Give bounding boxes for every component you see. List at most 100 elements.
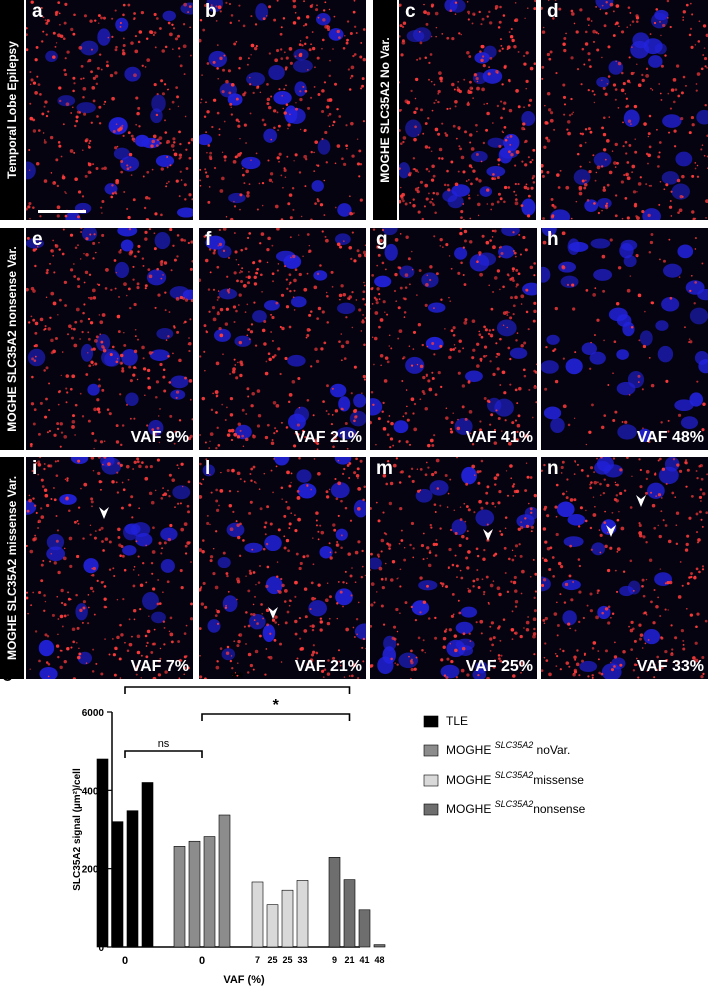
- legend-entry: MOGHE SLC35A2 noVar.: [446, 740, 570, 757]
- panel-b: b: [199, 0, 366, 220]
- y-tick-label: 6000: [82, 708, 105, 719]
- y-axis-label: SLC35A2 signal (µm²)/cell: [72, 768, 83, 891]
- vaf-label-e: VAF 9%: [130, 429, 189, 446]
- bar: [251, 881, 264, 948]
- significance-label: ns: [158, 738, 170, 750]
- panel-a: a: [26, 0, 193, 220]
- micrograph-g: [370, 228, 537, 449]
- panel-l: l VAF 21%: [199, 457, 366, 679]
- bar: [373, 944, 386, 948]
- panel-letter-b: b: [205, 1, 217, 22]
- panel-letter-a: a: [32, 1, 43, 22]
- significance-label: *: [273, 697, 280, 714]
- scale-bar: [38, 210, 86, 213]
- x-tick-label: 0: [122, 955, 128, 967]
- row-label-novar-text: MOGHE SLC35A2 No Var.: [378, 37, 392, 183]
- bar: [218, 814, 231, 948]
- bar: [328, 857, 341, 948]
- panel-n: n VAF 33%: [541, 457, 708, 679]
- row-label-tle-text: Temporal Lobe Epilepsy: [5, 41, 19, 179]
- panel-letter-f: f: [205, 229, 212, 250]
- x-tick-label: 33: [297, 955, 307, 965]
- significance-bracket: [201, 713, 351, 721]
- arrowhead-icon: [99, 507, 109, 519]
- bar: [358, 909, 371, 948]
- micrograph-n: [541, 457, 708, 679]
- panel-i: i VAF 7%: [26, 457, 193, 679]
- legend-entry: MOGHE SLC35A2nonsense: [446, 799, 586, 816]
- panel-letter-l: l: [205, 458, 211, 479]
- panel-h: h VAF 48%: [541, 228, 708, 450]
- panel-m: m VAF 25%: [370, 457, 537, 679]
- micrograph-e: [26, 228, 193, 450]
- row-label-nonsense-text: MOGHE SLC35A2 nonsense Var.: [5, 246, 19, 432]
- panel-letter-m: m: [376, 458, 393, 479]
- y-tick-label: 2000: [82, 865, 105, 876]
- x-tick-label: 9: [332, 955, 337, 965]
- vaf-label-n: VAF 33%: [636, 658, 704, 675]
- row-label-missense-text: MOGHE SLC35A2 missense Var.: [5, 475, 19, 661]
- bar: [296, 880, 309, 948]
- micrograph-a: [26, 0, 193, 220]
- micrograph-c: [399, 0, 536, 220]
- significance-bracket: [124, 750, 203, 758]
- legend-swatch: [423, 744, 439, 757]
- micrograph-l: [199, 457, 366, 679]
- arrowhead-icon: [483, 529, 493, 541]
- x-tick-label: 48: [374, 955, 384, 965]
- x-tick-label: 7: [255, 955, 260, 965]
- vaf-label-m: VAF 25%: [465, 658, 533, 675]
- micrograph-i: [26, 457, 193, 679]
- x-tick-label: 0: [199, 955, 205, 967]
- arrowhead-icon: [268, 607, 278, 619]
- legend-entry: MOGHE SLC35A2missense: [446, 770, 584, 787]
- x-axis-label: VAF (%): [223, 974, 265, 986]
- micrograph-d: [541, 0, 708, 220]
- legend-swatch: [423, 803, 439, 816]
- row-label-missense: MOGHE SLC35A2 missense Var.: [0, 457, 24, 679]
- panel-letter-i: i: [32, 458, 38, 479]
- legend-entry: TLE: [446, 714, 468, 728]
- panel-letter-c: c: [405, 1, 416, 22]
- panel-letter-e: e: [32, 229, 43, 250]
- bar: [96, 758, 109, 948]
- arrowhead-icon: [606, 525, 616, 537]
- bar: [173, 846, 186, 948]
- panel-d: d: [541, 0, 708, 220]
- legend-swatch: [423, 715, 439, 728]
- panel-letter-h: h: [547, 229, 559, 250]
- bar: [111, 821, 124, 948]
- micrograph-b: [199, 0, 366, 220]
- row-label-tle: Temporal Lobe Epilepsy: [0, 0, 24, 220]
- micrograph-h: [541, 228, 708, 446]
- significance-label: **: [231, 670, 244, 687]
- vaf-label-h: VAF 48%: [636, 429, 704, 446]
- vaf-label-l: VAF 21%: [294, 658, 362, 675]
- y-tick-label: 4000: [82, 786, 105, 797]
- vaf-label-f: VAF 21%: [294, 429, 362, 446]
- micrograph-f: [199, 228, 366, 450]
- bar: [126, 810, 139, 948]
- bar: [266, 904, 279, 948]
- chart-o: o 0 2000 4000 6000 SLC35A2 signal (µm²)/cell V…: [2, 665, 586, 986]
- row-label-nonsense: MOGHE SLC35A2 nonsense Var.: [0, 228, 24, 450]
- panel-e: e VAF 9%: [26, 228, 193, 450]
- row-label-novar: MOGHE SLC35A2 No Var.: [373, 0, 397, 220]
- bar: [141, 782, 154, 948]
- arrowhead-icon: [636, 495, 646, 507]
- significance-bracket: [124, 686, 351, 694]
- vaf-label-g: VAF 41%: [465, 429, 533, 446]
- legend-swatch: [423, 774, 439, 787]
- panel-letter-d: d: [547, 1, 559, 22]
- x-tick-label: 21: [344, 955, 354, 965]
- y-tick-label: 0: [98, 943, 104, 954]
- panel-g: g VAF 41%: [370, 228, 537, 450]
- vaf-label-i: VAF 7%: [130, 658, 189, 675]
- x-tick-label: 41: [359, 955, 369, 965]
- panel-letter-g: g: [376, 229, 388, 250]
- panel-f: f VAF 21%: [199, 228, 366, 450]
- panel-letter-o: o: [2, 665, 13, 685]
- micrograph-m: [370, 457, 537, 679]
- bar: [343, 879, 356, 948]
